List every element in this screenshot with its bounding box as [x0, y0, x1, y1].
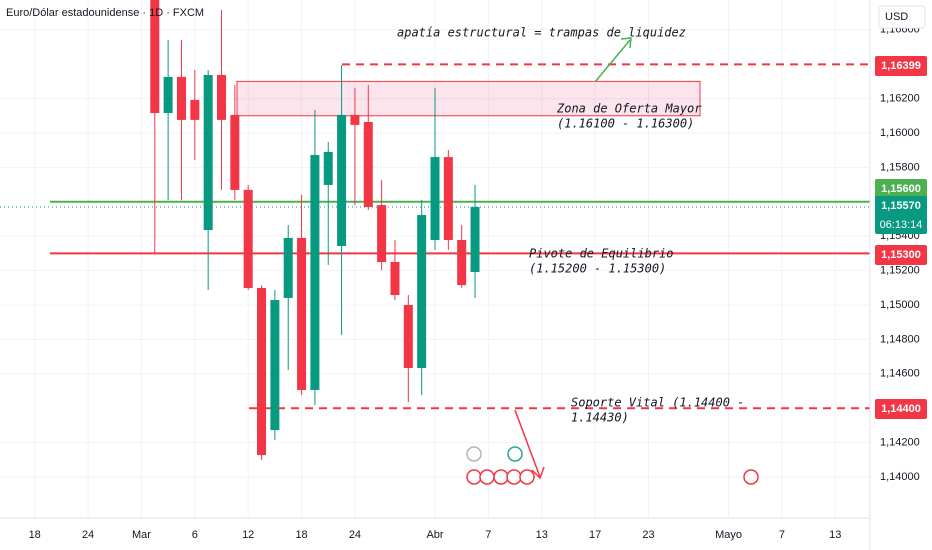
countdown: 06:13:14: [880, 219, 923, 231]
level-label: 1,15600: [881, 183, 921, 195]
candle-body: [190, 99, 200, 120]
y-tick-label: 1,15800: [880, 161, 920, 173]
arrow-head: [531, 466, 545, 480]
level-label-box: [875, 399, 927, 419]
chart-title: Euro/Dólar estadounidense · 1D · FXCM: [6, 7, 204, 19]
annotation: Soporte Vital (1.14400 -: [571, 396, 744, 410]
annotation: (1.16100 - 1.16300): [557, 117, 694, 131]
y-tick-label: 1,16000: [880, 127, 920, 139]
candle-body: [337, 114, 347, 247]
candle-body: [430, 157, 440, 240]
x-tick-label: 18: [295, 529, 307, 541]
x-tick-label: 6: [192, 529, 198, 541]
y-tick-label: 1,15000: [880, 299, 920, 311]
candle-body: [443, 157, 453, 240]
y-tick-label: 1,14600: [880, 368, 920, 380]
candle-body: [230, 114, 240, 190]
level-label: 1,14400: [881, 403, 921, 415]
x-tick-label: 23: [642, 529, 654, 541]
annotation: Zona de Oferta Mayor: [556, 102, 702, 116]
candle-body: [270, 300, 280, 431]
grid: [0, 0, 870, 518]
event-icons[interactable]: [466, 446, 759, 485]
y-tick-label: 1,14800: [880, 333, 920, 345]
currency-box[interactable]: [878, 5, 926, 29]
level-label: 1,16399: [881, 60, 921, 72]
candle-body: [257, 287, 267, 456]
axes: 1,166001,162001,160001,158001,154001,152…: [29, 24, 927, 541]
y-tick-label: 1,14000: [880, 471, 920, 483]
last-price-box: [875, 196, 927, 234]
x-tick-label: 7: [779, 529, 785, 541]
x-tick-label: Abr: [426, 529, 443, 541]
candle-body: [203, 75, 213, 231]
candle-body: [150, 0, 160, 114]
currency: USD: [885, 11, 908, 23]
x-tick-label: Mayo: [715, 529, 742, 541]
x-tick-label: 24: [82, 529, 94, 541]
candle-body: [457, 239, 467, 286]
candle-body: [403, 305, 413, 368]
level-label-box: [875, 56, 927, 76]
annotation: apatía estructural = trampas de liquidez: [397, 26, 686, 40]
level-label-box: [875, 245, 927, 265]
plot-area: [0, 0, 870, 461]
candle-body: [390, 262, 400, 296]
arrow-head: [620, 37, 632, 49]
annotation: 1.14430): [571, 411, 629, 425]
x-tick-label: 7: [485, 529, 491, 541]
candle-body: [470, 206, 480, 272]
annotation: Pivote de Equilibrio: [529, 247, 674, 261]
candle-body: [217, 75, 227, 120]
y-tick-label: 1,15200: [880, 265, 920, 277]
x-tick-label: 24: [349, 529, 361, 541]
candle-body: [283, 237, 293, 298]
y-tick-label: 1,16200: [880, 92, 920, 104]
level-label: 1,15300: [881, 249, 921, 261]
x-tick-label: 17: [589, 529, 601, 541]
candle-body: [417, 215, 427, 368]
x-tick-label: 13: [829, 529, 841, 541]
arrow: [594, 39, 631, 83]
arrow: [514, 409, 541, 478]
candle-body: [363, 121, 373, 207]
candle-body: [350, 114, 360, 125]
candle-body: [377, 205, 387, 263]
x-tick-label: Mar: [132, 529, 151, 541]
x-tick-label: 18: [29, 529, 41, 541]
x-tick-label: 13: [536, 529, 548, 541]
candle-body: [297, 237, 307, 391]
x-tick-label: 12: [242, 529, 254, 541]
supply-zone: [236, 80, 701, 117]
candle-body: [176, 76, 186, 120]
candle-body: [163, 76, 173, 114]
y-tick-label: 1,14200: [880, 437, 920, 449]
annotation: (1.15200 - 1.15300): [529, 262, 666, 276]
candle-body: [323, 151, 333, 185]
last-price-label: 1,15570: [881, 200, 921, 212]
candle-body: [310, 155, 320, 391]
level-label-box: [875, 179, 927, 199]
candle-body: [243, 189, 253, 288]
